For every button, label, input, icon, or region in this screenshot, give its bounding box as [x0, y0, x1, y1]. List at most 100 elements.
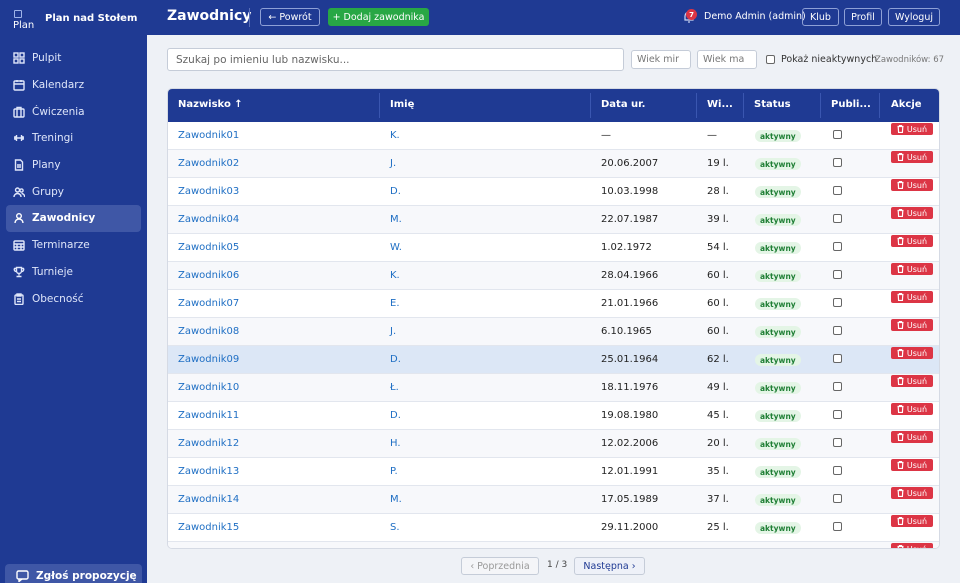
logout-button[interactable]: Wyloguj [888, 8, 940, 26]
public-checkbox[interactable] [833, 382, 842, 391]
player-surname-link[interactable]: Zawodnik02 [178, 158, 240, 169]
table-row[interactable]: Zawodnik04 M. 22.07.1987 39 l. aktywny Usuń [168, 206, 939, 234]
delete-button[interactable]: Usuń [891, 543, 933, 548]
delete-button[interactable]: Usuń [891, 151, 933, 163]
public-checkbox[interactable] [833, 270, 842, 279]
player-surname-link[interactable]: Zawodnik15 [178, 522, 240, 533]
delete-button[interactable]: Usuń [891, 319, 933, 331]
delete-button[interactable]: Usuń [891, 291, 933, 303]
delete-button[interactable]: Usuń [891, 347, 933, 359]
table-row[interactable]: Zawodnik14 M. 17.05.1989 37 l. aktywny Usuń [168, 486, 939, 514]
delete-button[interactable]: Usuń [891, 431, 933, 443]
back-button[interactable]: ← Powrót [260, 8, 320, 26]
sidebar-item-terminarze[interactable]: Terminarze [0, 232, 147, 259]
table-row[interactable]: Zawodnik09 D. 25.01.1964 62 l. aktywny Usuń [168, 346, 939, 374]
sidebar-item--wiczenia[interactable]: Ćwiczenia [0, 98, 147, 125]
show-inactive-toggle[interactable]: Pokaż nieaktywnych [766, 54, 877, 65]
public-checkbox[interactable] [833, 130, 842, 139]
table-row[interactable]: Zawodnik13 P. 12.01.1991 35 l. aktywny Usuń [168, 458, 939, 486]
public-checkbox[interactable] [833, 158, 842, 167]
sidebar-item-obecno-[interactable]: Obecność [0, 285, 147, 312]
profile-button[interactable]: Profil [844, 8, 882, 26]
player-surname-link[interactable]: Zawodnik14 [178, 494, 240, 505]
delete-button[interactable]: Usuń [891, 123, 933, 135]
table-row[interactable]: Usuń [168, 542, 939, 548]
table-row[interactable]: Zawodnik07 E. 21.01.1966 60 l. aktywny Usuń [168, 290, 939, 318]
table-row[interactable]: Zawodnik05 W. 1.02.1972 54 l. aktywny Usuń [168, 234, 939, 262]
table-row[interactable]: Zawodnik10 Ł. 18.11.1976 49 l. aktywny Usuń [168, 374, 939, 402]
table-row[interactable]: Zawodnik02 J. 20.06.2007 19 l. aktywny Usuń [168, 150, 939, 178]
player-surname-link[interactable]: Zawodnik07 [178, 298, 240, 309]
delete-button[interactable]: Usuń [891, 207, 933, 219]
sidebar-item-kalendarz[interactable]: Kalendarz [0, 72, 147, 99]
sidebar-item-label: Ćwiczenia [32, 105, 85, 118]
player-surname-link[interactable]: Zawodnik01 [178, 130, 240, 141]
players-table: Nazwisko ↑ Imię Data ur. Wi... Status Pu… [167, 88, 940, 549]
table-row[interactable]: Zawodnik08 J. 6.10.1965 60 l. aktywny Usuń [168, 318, 939, 346]
delete-button[interactable]: Usuń [891, 179, 933, 191]
show-inactive-checkbox[interactable] [766, 55, 775, 64]
add-player-button[interactable]: + Dodaj zawodnika [328, 8, 429, 26]
brand[interactable]: Plan Plan nad Stołem [0, 0, 147, 37]
sidebar-item-zawodnicy[interactable]: Zawodnicy [6, 205, 141, 232]
sidebar-item-plany[interactable]: Plany [0, 152, 147, 179]
previous-page-button[interactable]: ‹ Poprzednia [461, 557, 539, 575]
table-row[interactable]: Zawodnik03 D. 10.03.1998 28 l. aktywny Usuń [168, 178, 939, 206]
public-checkbox[interactable] [833, 438, 842, 447]
delete-button[interactable]: Usuń [891, 235, 933, 247]
player-surname-link[interactable]: Zawodnik13 [178, 466, 240, 477]
delete-button[interactable]: Usuń [891, 459, 933, 471]
search-input[interactable] [167, 48, 624, 71]
public-checkbox[interactable] [833, 186, 842, 195]
table-row[interactable]: Zawodnik01 K. — — aktywny Usuń [168, 122, 939, 150]
propose-button[interactable]: Zgłoś propozycję [5, 564, 142, 583]
player-age: 60 l. [707, 298, 729, 309]
player-surname-link[interactable]: Zawodnik12 [178, 438, 240, 449]
clipboard-icon [13, 292, 25, 305]
table-row[interactable]: Zawodnik15 S. 29.11.2000 25 l. aktywny Usuń [168, 514, 939, 542]
document-icon [13, 159, 25, 171]
player-surname-link[interactable]: Zawodnik08 [178, 326, 240, 337]
column-header-status[interactable]: Status [754, 99, 791, 110]
sidebar-item-grupy[interactable]: Grupy [0, 178, 147, 205]
public-checkbox[interactable] [833, 326, 842, 335]
player-surname-link[interactable]: Zawodnik09 [178, 354, 240, 365]
table-row[interactable]: Zawodnik06 K. 28.04.1966 60 l. aktywny Usuń [168, 262, 939, 290]
player-age: 54 l. [707, 242, 729, 253]
trash-icon [897, 517, 904, 525]
trash-icon [897, 377, 904, 385]
column-header-surname[interactable]: Nazwisko ↑ [178, 99, 243, 110]
player-surname-link[interactable]: Zawodnik10 [178, 382, 240, 393]
public-checkbox[interactable] [833, 354, 842, 363]
age-max-input[interactable] [697, 50, 757, 69]
next-page-button[interactable]: Następna › [574, 557, 645, 575]
public-checkbox[interactable] [833, 242, 842, 251]
player-surname-link[interactable]: Zawodnik04 [178, 214, 240, 225]
player-surname-link[interactable]: Zawodnik06 [178, 270, 240, 281]
age-min-input[interactable] [631, 50, 691, 69]
club-button[interactable]: Klub [802, 8, 839, 26]
column-header-birthdate[interactable]: Data ur. [601, 99, 646, 110]
public-checkbox[interactable] [833, 410, 842, 419]
delete-button[interactable]: Usuń [891, 375, 933, 387]
sidebar-item-treningi[interactable]: Treningi [0, 125, 147, 152]
public-checkbox[interactable] [833, 466, 842, 475]
column-header-age[interactable]: Wi... [707, 99, 733, 110]
public-checkbox[interactable] [833, 298, 842, 307]
table-row[interactable]: Zawodnik12 H. 12.02.2006 20 l. aktywny Usuń [168, 430, 939, 458]
player-surname-link[interactable]: Zawodnik03 [178, 186, 240, 197]
public-checkbox[interactable] [833, 214, 842, 223]
public-checkbox[interactable] [833, 494, 842, 503]
table-row[interactable]: Zawodnik11 D. 19.08.1980 45 l. aktywny Usuń [168, 402, 939, 430]
delete-button[interactable]: Usuń [891, 515, 933, 527]
sidebar-item-pulpit[interactable]: Pulpit [0, 45, 147, 72]
public-checkbox[interactable] [833, 522, 842, 531]
delete-button[interactable]: Usuń [891, 403, 933, 415]
sidebar-item-turnieje[interactable]: Turnieje [0, 259, 147, 286]
column-header-firstname[interactable]: Imię [390, 99, 415, 110]
delete-button[interactable]: Usuń [891, 263, 933, 275]
column-header-public[interactable]: Publi... [831, 99, 871, 110]
player-surname-link[interactable]: Zawodnik05 [178, 242, 240, 253]
player-surname-link[interactable]: Zawodnik11 [178, 410, 240, 421]
delete-button[interactable]: Usuń [891, 487, 933, 499]
